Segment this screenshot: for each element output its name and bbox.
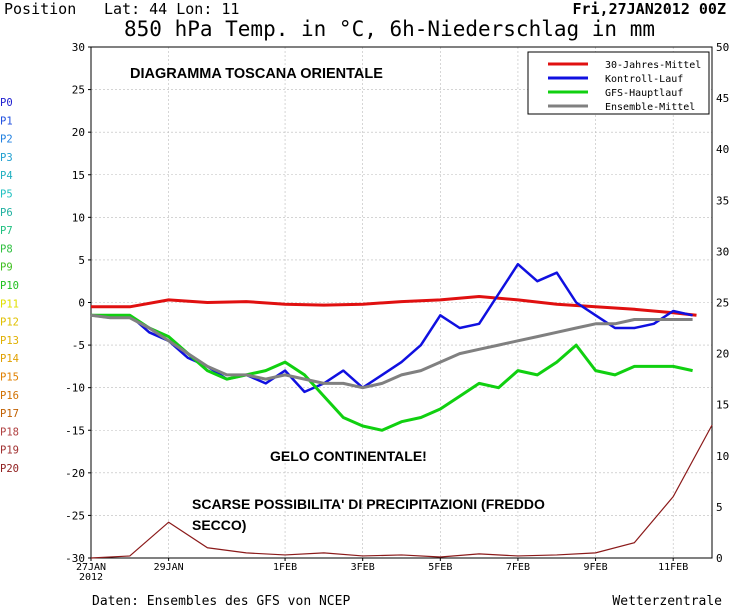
member-label: P8 (0, 243, 13, 255)
series-line-2 (91, 313, 693, 432)
y2-tick-label: 15 (716, 399, 729, 412)
member-label: P4 (0, 170, 13, 182)
x-tick-label: 27JAN (76, 562, 106, 573)
precipitation-line (90, 424, 713, 559)
x-tick-label: 1FEB (273, 562, 297, 573)
precip-annotation-line1: SCARSE POSSIBILITA' DI PRECIPITAZIONI (F… (192, 496, 545, 512)
member-label: P7 (0, 225, 13, 237)
y-tick-label: -5 (72, 339, 85, 352)
chart-title: 850 hPa Temp. in °C, 6h-Niederschlag in … (124, 17, 655, 41)
member-label: P12 (0, 317, 19, 329)
y-tick-label: 30 (72, 41, 85, 54)
member-label: P20 (0, 463, 19, 475)
series-lines (90, 262, 697, 432)
y2-tick-label: 35 (716, 194, 729, 207)
member-label: P1 (0, 115, 13, 127)
y-axis-right: 0 5 10 15 20 25 30 35 40 45 50 (716, 41, 729, 565)
member-label: P14 (0, 353, 19, 365)
y2-tick-label: 5 (716, 501, 723, 514)
x-tick-label: 11FEB (658, 562, 688, 573)
legend: 30-Jahres-Mittel Kontroll-Lauf GFS-Hauptla… (527, 51, 710, 115)
x-axis: 27JAN2012 29JAN 1FEB 3FEB 5FEB 7FEB 9FEB 11FEB (76, 558, 688, 583)
y-tick-label: 25 (72, 84, 85, 97)
y-axis-left: -30 -25 -20 -15 -10 -5 0 5 10 15 20 25 30 (65, 41, 91, 565)
member-label: P3 (0, 152, 13, 164)
y2-tick-label: 20 (716, 348, 729, 361)
footer-source: Daten: Ensembles des GFS von NCEP (92, 594, 350, 609)
y-tick-label: 15 (72, 169, 85, 182)
y-tick-label: 10 (72, 211, 85, 224)
member-label: P0 (0, 97, 13, 109)
member-label: P9 (0, 262, 13, 274)
x-tick-label: 2012 (79, 572, 103, 583)
member-label: P18 (0, 426, 19, 438)
x-tick-label: 29JAN (154, 562, 184, 573)
y2-tick-label: 50 (716, 41, 729, 54)
legend-box (527, 51, 710, 115)
member-label: P19 (0, 445, 19, 457)
member-label: P5 (0, 189, 13, 201)
y2-tick-label: 45 (716, 92, 729, 105)
region-annotation: DIAGRAMMA TOSCANA ORIENTALE (130, 66, 383, 82)
x-tick-label: 9FEB (584, 562, 608, 573)
series-line-3 (90, 313, 693, 390)
precipitation-series (90, 424, 713, 559)
legend-label: GFS-Hauptlauf (605, 88, 683, 99)
member-label: P13 (0, 335, 19, 347)
footer-brand: Wetterzentrale (612, 594, 722, 609)
member-labels: P0 P1 P2 P3 P4 P5 P6 P7 P8 P9 P10 P11 P12 P13 P14 P15 P1… (0, 97, 19, 475)
y2-tick-label: 0 (716, 552, 723, 565)
y-tick-label: -30 (65, 552, 85, 565)
member-label: P15 (0, 372, 19, 384)
x-tick-label: 3FEB (351, 562, 375, 573)
lat-lon: Lat: 44 Lon: 11 (104, 0, 239, 18)
member-label: P17 (0, 408, 19, 420)
member-label: P11 (0, 298, 19, 310)
member-label: P16 (0, 390, 19, 402)
member-label: P6 (0, 207, 13, 219)
y-tick-label: -20 (65, 467, 85, 480)
y-tick-label: 20 (72, 126, 85, 139)
x-tick-label: 5FEB (428, 562, 452, 573)
legend-label: 30-Jahres-Mittel (605, 60, 701, 71)
y-tick-label: -25 (65, 509, 85, 522)
x-tick-label: 7FEB (506, 562, 530, 573)
legend-label: Ensemble-Mittel (605, 102, 695, 113)
run-date: Fri,27JAN2012 00Z (572, 0, 726, 18)
series-line-0 (91, 295, 697, 317)
y-tick-label: 5 (78, 254, 85, 267)
member-label: P10 (0, 280, 19, 292)
precip-annotation-line2: SECCO) (192, 517, 246, 533)
member-label: P2 (0, 134, 13, 146)
series-line-1 (90, 262, 693, 394)
y-tick-label: -10 (65, 382, 85, 395)
y-tick-label: 0 (78, 297, 85, 310)
y2-tick-label: 30 (716, 245, 729, 258)
y-tick-label: -15 (65, 424, 85, 437)
legend-label: Kontroll-Lauf (605, 74, 683, 85)
y2-tick-label: 10 (716, 450, 729, 463)
frost-annotation: GELO CONTINENTALE! (270, 448, 427, 464)
position-label: Position (4, 0, 76, 18)
y2-tick-label: 25 (716, 297, 729, 310)
y2-tick-label: 40 (716, 143, 729, 156)
